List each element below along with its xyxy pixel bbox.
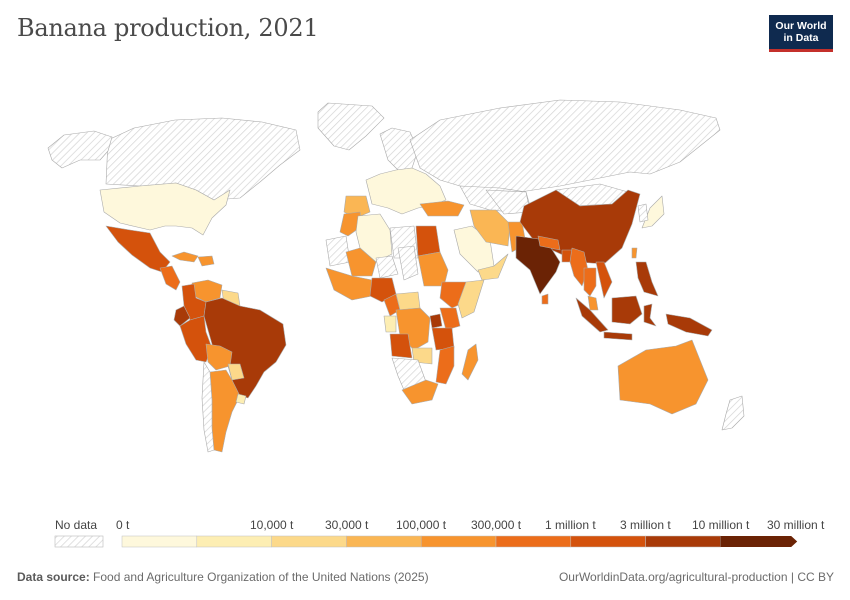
region-taiwan[interactable]: Taiwan bbox=[631, 247, 638, 259]
map-legend: No data 0 t 10,000 t 30,000 t 100,000 t 300,… bbox=[0, 515, 850, 555]
license[interactable]: CC BY bbox=[797, 570, 834, 584]
legend-bin-2[interactable] bbox=[271, 535, 347, 548]
region-korea[interactable]: Korea bbox=[637, 203, 649, 223]
region-vietnam[interactable]: Vietnam bbox=[595, 261, 613, 299]
region-madagascar[interactable]: Madagascar bbox=[461, 343, 479, 381]
legend-bin-3[interactable] bbox=[346, 535, 422, 548]
legend-tick-label: 3 million t bbox=[620, 518, 671, 532]
region-sri-lanka[interactable]: Sri Lanka bbox=[541, 293, 549, 305]
region-somalia[interactable]: Somalia bbox=[457, 279, 485, 319]
region-scandinavia[interactable]: Scandinavia bbox=[379, 127, 419, 171]
region-mozambique[interactable]: Mozambique bbox=[435, 345, 455, 385]
no-data-swatch bbox=[54, 535, 104, 548]
no-data-label: No data bbox=[55, 518, 98, 532]
region-chad[interactable]: Chad bbox=[397, 245, 419, 281]
region-new-zealand[interactable]: New Zealand bbox=[721, 395, 745, 431]
region-paraguay[interactable]: Paraguay bbox=[227, 363, 245, 381]
chart-title: Banana production, 2021 bbox=[17, 14, 319, 42]
region-mali[interactable]: Mali bbox=[345, 247, 377, 277]
owid-logo[interactable]: Our World in Data bbox=[769, 15, 833, 52]
region-new-guinea[interactable]: New Guinea bbox=[665, 313, 713, 337]
footer: Data source: Food and Agriculture Organi… bbox=[17, 570, 834, 584]
region-greenland[interactable]: Greenland bbox=[317, 102, 385, 151]
source-label: Data source: bbox=[17, 570, 90, 584]
world-map: Greenland Canada Alaska United States Me… bbox=[47, 99, 745, 453]
region-malaysia[interactable]: Malaysia bbox=[587, 295, 599, 311]
region-iberia[interactable]: Spain and Portugal bbox=[343, 195, 371, 219]
legend-bin-4[interactable] bbox=[420, 535, 497, 548]
region-thailand[interactable]: Thailand bbox=[583, 267, 597, 297]
legend-bin-1[interactable] bbox=[196, 535, 272, 548]
region-uganda[interactable]: Uganda bbox=[429, 313, 443, 329]
source-text[interactable]: Food and Agriculture Organization of the… bbox=[93, 570, 429, 584]
legend-bin-6[interactable] bbox=[570, 535, 646, 548]
region-gabon[interactable]: Gabon bbox=[383, 315, 397, 333]
legend-tick-label: 0 t bbox=[116, 518, 130, 532]
legend-scale bbox=[54, 535, 798, 548]
legend-tick-label: 300,000 t bbox=[471, 518, 522, 532]
logo-line-1: Our World bbox=[775, 20, 827, 32]
region-chile[interactable]: Chile bbox=[201, 361, 215, 453]
region-caribbean[interactable]: Caribbean bbox=[197, 255, 215, 267]
legend-tick-label: 1 million t bbox=[545, 518, 596, 532]
region-sumatra[interactable]: Sumatra bbox=[575, 297, 609, 333]
source-url[interactable]: OurWorldinData.org/agricultural-producti… bbox=[558, 570, 788, 584]
legend-bin-5[interactable] bbox=[495, 535, 572, 548]
region-south-africa[interactable]: South Africa bbox=[401, 379, 439, 405]
region-borneo[interactable]: Borneo bbox=[611, 295, 643, 325]
region-angola[interactable]: Angola bbox=[389, 333, 413, 359]
region-java[interactable]: Java bbox=[603, 331, 633, 341]
region-morocco[interactable]: Morocco bbox=[339, 211, 363, 237]
region-sulawesi[interactable]: Sulawesi bbox=[643, 303, 657, 327]
region-myanmar[interactable]: Myanmar bbox=[569, 247, 589, 287]
legend-tick-label: 10,000 t bbox=[250, 518, 294, 532]
region-nepal[interactable]: Nepal bbox=[537, 235, 561, 251]
legend-tick-label: 100,000 t bbox=[396, 518, 447, 532]
region-iran[interactable]: Iran bbox=[469, 209, 511, 247]
region-egypt[interactable]: Egypt bbox=[415, 225, 441, 257]
region-turkey[interactable]: Turkey bbox=[419, 200, 465, 217]
logo-line-2: in Data bbox=[783, 32, 819, 44]
region-car[interactable]: Central African Republic bbox=[395, 291, 421, 311]
region-yemen-oman[interactable]: Yemen and Oman bbox=[477, 253, 509, 281]
region-mauritania[interactable]: Mauritania bbox=[325, 235, 351, 267]
footer-separator: | bbox=[790, 570, 794, 584]
region-europe[interactable]: Europe bbox=[365, 167, 447, 215]
legend-bin-8[interactable] bbox=[720, 536, 798, 547]
region-kenya[interactable]: Kenya bbox=[439, 307, 461, 331]
region-russia[interactable]: Russia bbox=[409, 99, 721, 193]
region-niger[interactable]: Niger bbox=[375, 255, 399, 279]
legend-bin-7[interactable] bbox=[645, 535, 721, 548]
region-usa[interactable]: United States bbox=[99, 182, 231, 236]
region-sudan[interactable]: Sudan bbox=[417, 251, 449, 287]
region-cuba[interactable]: Cuba bbox=[171, 251, 199, 263]
region-mexico[interactable]: Mexico bbox=[105, 225, 171, 273]
footer-right: OurWorldinData.org/agricultural-producti… bbox=[559, 570, 834, 584]
legend-tick-label: 10 million t bbox=[692, 518, 750, 532]
legend-tick-label: 30 million t bbox=[767, 518, 825, 532]
region-australia[interactable]: Australia bbox=[617, 339, 709, 415]
region-ecuador[interactable]: Ecuador bbox=[173, 305, 191, 327]
region-central-america[interactable]: Central America bbox=[159, 265, 181, 291]
region-philippines[interactable]: Philippines bbox=[635, 261, 659, 297]
region-alaska[interactable]: Alaska bbox=[47, 130, 113, 169]
legend-bin-0[interactable] bbox=[121, 535, 198, 548]
legend-tick-label: 30,000 t bbox=[325, 518, 369, 532]
region-uruguay[interactable]: Uruguay bbox=[235, 393, 247, 405]
